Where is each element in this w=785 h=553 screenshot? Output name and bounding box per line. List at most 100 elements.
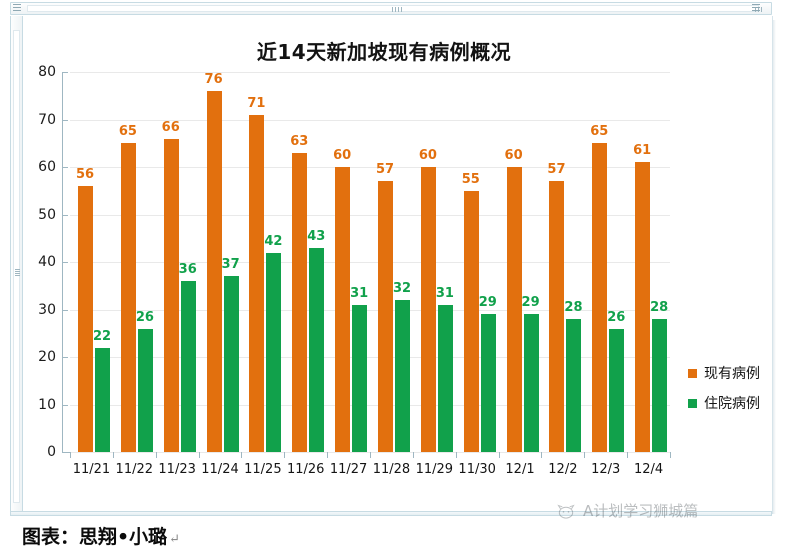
gridline bbox=[70, 357, 670, 358]
vertical-ruler-track bbox=[13, 30, 20, 503]
paragraph-mark-icon: ↵ bbox=[169, 532, 181, 547]
x-axis-tick-label: 11/23 bbox=[158, 462, 196, 477]
bar-住院病例[interactable] bbox=[180, 281, 196, 452]
x-axis-tick-label: 11/21 bbox=[72, 462, 111, 477]
left-indent-marker-icon[interactable] bbox=[13, 4, 23, 13]
bar-住院病例[interactable] bbox=[223, 276, 239, 452]
bar-group[interactable]: 56 22 11/21 bbox=[70, 72, 113, 477]
gridline bbox=[70, 167, 670, 168]
bar-value-label: 31 bbox=[435, 285, 454, 301]
bar-住院病例[interactable] bbox=[95, 347, 110, 452]
x-axis-tick-label: 11/25 bbox=[244, 462, 282, 477]
bar-现有病例[interactable] bbox=[335, 167, 351, 452]
y-axis-tick bbox=[62, 72, 68, 73]
bar-group[interactable]: 65 26 11/22 bbox=[113, 72, 156, 477]
ruler-tick-marks-right bbox=[755, 7, 762, 12]
bar-value-label: 36 bbox=[178, 262, 197, 277]
bar-value-label: 66 bbox=[161, 119, 180, 135]
bar-group[interactable]: 57 32 11/28 bbox=[370, 72, 413, 477]
vertical-ruler[interactable] bbox=[10, 16, 23, 514]
bar-现有病例[interactable] bbox=[549, 181, 565, 452]
bar-现有病例[interactable] bbox=[120, 143, 136, 452]
page-shadow bbox=[773, 20, 776, 514]
bar-现有病例[interactable] bbox=[249, 114, 265, 452]
x-axis-tick bbox=[284, 452, 286, 458]
bar-住院病例[interactable] bbox=[480, 314, 496, 452]
bar-现有病例[interactable] bbox=[635, 162, 651, 452]
gridline bbox=[70, 214, 670, 216]
bar-group[interactable]: 63 43 11/26 bbox=[284, 72, 327, 477]
bar-group[interactable]: 76 37 11/24 bbox=[199, 72, 242, 477]
bar-住院病例[interactable] bbox=[309, 247, 325, 452]
legend-swatch-icon bbox=[688, 368, 697, 378]
bar-group[interactable]: 57 28 12/2 bbox=[541, 72, 584, 477]
bar-group[interactable]: 60 31 11/27 bbox=[327, 72, 370, 477]
y-axis-tick bbox=[62, 262, 68, 263]
x-axis-tick bbox=[198, 452, 200, 458]
bar-group[interactable]: 65 26 12/3 bbox=[584, 72, 627, 477]
legend-label: 现有病例 bbox=[704, 366, 760, 382]
x-axis-tick bbox=[112, 452, 114, 458]
bar-现有病例[interactable] bbox=[420, 167, 436, 452]
x-axis-tick bbox=[541, 452, 543, 458]
bar-value-label: 60 bbox=[418, 148, 437, 163]
bar-group[interactable]: 60 31 11/29 bbox=[413, 72, 456, 477]
bar-value-label: 65 bbox=[590, 124, 609, 140]
x-axis-tick-label: 11/22 bbox=[115, 462, 154, 477]
y-axis-tick bbox=[62, 309, 68, 311]
bar-value-label: 60 bbox=[333, 148, 352, 163]
legend-item[interactable]: 现有病例 bbox=[688, 358, 785, 388]
bar-住院病例[interactable] bbox=[437, 304, 453, 452]
bar-现有病例[interactable] bbox=[463, 190, 479, 452]
x-axis-tick bbox=[498, 452, 500, 458]
legend-label: 住院病例 bbox=[704, 396, 760, 412]
x-axis-tick-label: 12/2 bbox=[548, 462, 578, 477]
x-axis-tick-label: 11/29 bbox=[415, 462, 454, 477]
y-axis-tick bbox=[62, 357, 68, 358]
ruler-tick-marks-center bbox=[392, 7, 402, 12]
y-axis-tick-label: 40 bbox=[38, 254, 56, 270]
bar-value-label: 28 bbox=[564, 300, 583, 315]
bar-现有病例[interactable] bbox=[378, 181, 394, 452]
x-axis-tick-label: 11/27 bbox=[329, 462, 368, 477]
page-bottom-rule bbox=[10, 511, 772, 516]
bar-group[interactable]: 55 29 11/30 bbox=[456, 72, 499, 477]
y-axis-tick-label: 70 bbox=[38, 111, 56, 128]
vertical-ruler-marker-icon bbox=[15, 269, 20, 270]
bar-value-label: 31 bbox=[350, 285, 369, 301]
bar-现有病例[interactable] bbox=[163, 138, 179, 452]
horizontal-ruler[interactable] bbox=[10, 2, 772, 15]
y-axis-tick-label: 60 bbox=[38, 159, 56, 175]
bar-group[interactable]: 61 28 12/4 bbox=[627, 72, 670, 477]
bar-value-label: 57 bbox=[547, 162, 566, 178]
bar-住院病例[interactable] bbox=[652, 319, 668, 452]
bar-住院病例[interactable] bbox=[395, 300, 411, 452]
bar-value-label: 55 bbox=[461, 171, 480, 187]
bar-住院病例[interactable] bbox=[352, 304, 368, 452]
bar-value-label: 22 bbox=[92, 328, 112, 344]
bar-group[interactable]: 66 36 11/23 bbox=[156, 72, 199, 478]
bar-group[interactable]: 71 42 11/25 bbox=[241, 72, 284, 477]
x-axis-tick bbox=[584, 452, 586, 458]
bar-现有病例[interactable] bbox=[78, 186, 93, 452]
bar-住院病例[interactable] bbox=[137, 328, 153, 452]
bar-住院病例[interactable] bbox=[266, 252, 282, 452]
bar-现有病例[interactable] bbox=[206, 91, 222, 452]
bar-group[interactable]: 60 29 12/1 bbox=[499, 72, 542, 477]
bar-住院病例[interactable] bbox=[523, 314, 539, 452]
bar-chart[interactable]: 近14天新加坡现有病例概况 0 10 20 30 40 50 60 70 80 56 22 11/2… bbox=[26, 18, 771, 505]
bar-住院病例[interactable] bbox=[566, 319, 582, 452]
right-indent-marker-icon[interactable] bbox=[752, 4, 762, 13]
bar-现有病例[interactable] bbox=[592, 143, 608, 452]
bar-住院病例[interactable] bbox=[609, 328, 625, 452]
x-axis-tick bbox=[627, 452, 629, 458]
legend-item[interactable]: 住院病例 bbox=[688, 388, 785, 418]
y-axis-tick bbox=[62, 119, 68, 121]
bar-value-label: 26 bbox=[607, 309, 626, 325]
x-axis-tick bbox=[455, 452, 457, 458]
bar-现有病例[interactable] bbox=[506, 167, 522, 452]
y-axis-tick-label: 30 bbox=[38, 301, 56, 318]
x-axis-tick bbox=[155, 452, 157, 458]
bar-现有病例[interactable] bbox=[292, 152, 308, 452]
